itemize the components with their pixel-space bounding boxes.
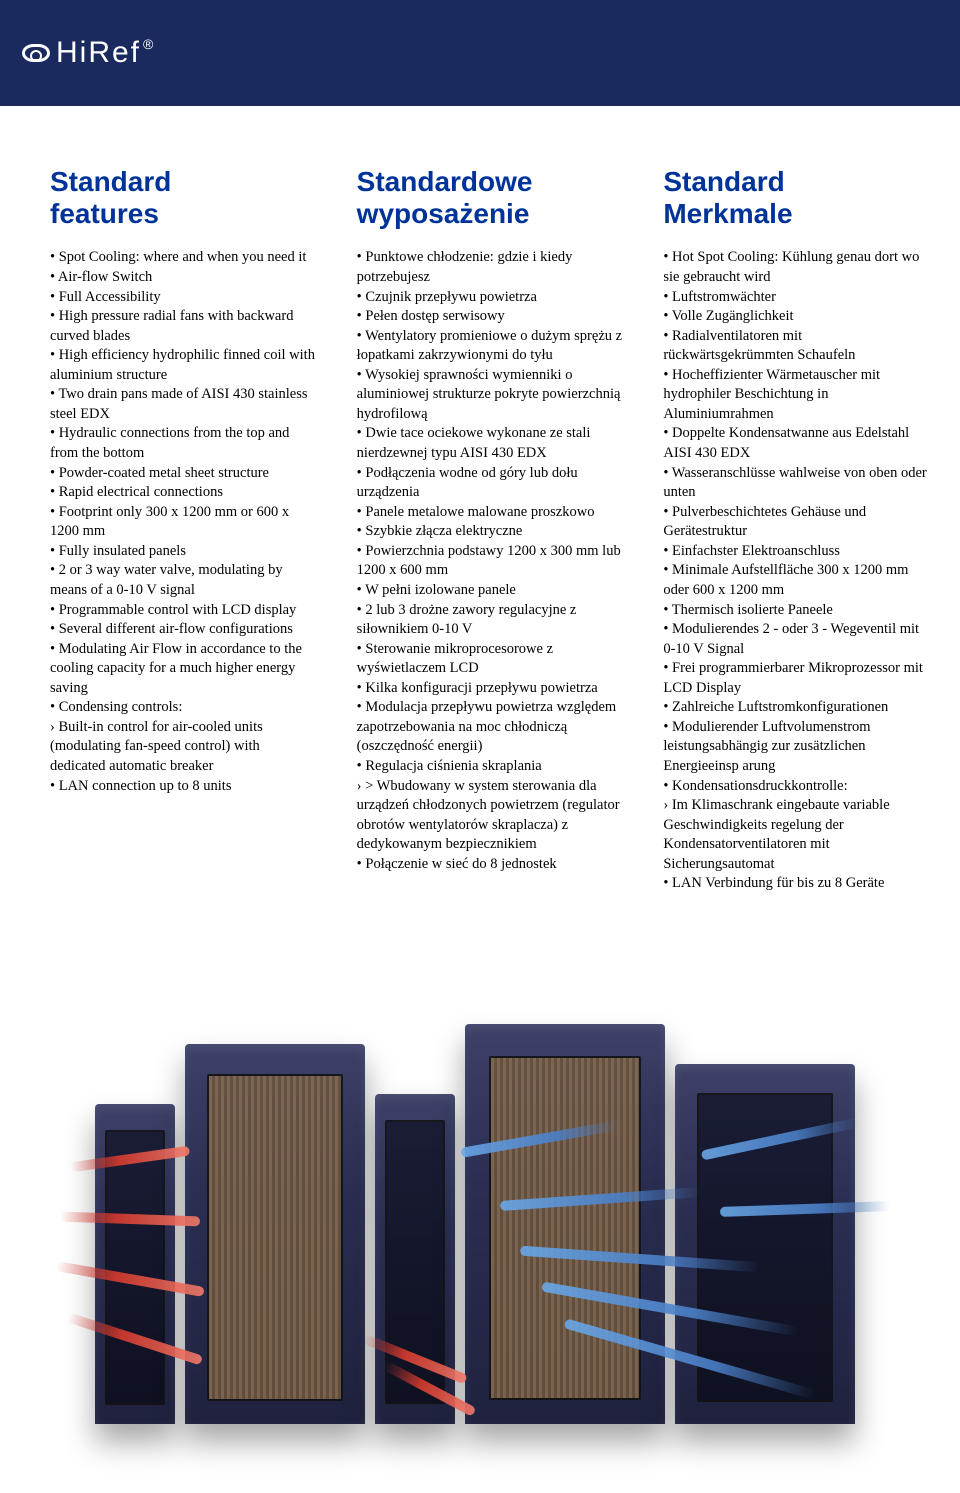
bullet-item: Hocheffizienter Wärmetauscher mit hydrop… (663, 366, 930, 425)
bullet-item: Regulacja ciśnienia skraplania (357, 757, 624, 777)
bullet-item: Sterowanie mikroprocesorowe z wyświetlac… (357, 640, 624, 679)
bullet-subitem: Im Klimaschrank eingebaute variable Gesc… (663, 796, 930, 874)
bullet-item: Frei programmierbarer Mikroprozessor mit… (663, 659, 930, 698)
bullet-item: Several different air-flow configuration… (50, 620, 317, 640)
bullet-item: Modulating Air Flow in accordance to the… (50, 640, 317, 699)
bullet-item: Powierzchnia podstawy 1200 x 300 mm lub … (357, 542, 624, 581)
bullet-item: Hydraulic connections from the top and f… (50, 424, 317, 463)
heading-en: Standard features (50, 166, 317, 230)
bullet-item: Condensing controls: (50, 698, 317, 718)
bullet-item: LAN Verbindung für bis zu 8 Geräte (663, 874, 930, 894)
bullets-en: Spot Cooling: where and when you need it… (50, 248, 317, 796)
bullet-item: Minimale Aufstellfläche 300 x 1200 mm od… (663, 561, 930, 600)
bullet-item: Modulierender Luftvolumenstrom leistungs… (663, 718, 930, 777)
bullet-item: 2 lub 3 drożne zawory regulacyjne z siło… (357, 601, 624, 640)
bullet-item: Zahlreiche Luftstromkonfigurationen (663, 698, 930, 718)
bullet-item: Podłączenia wodne od góry lub dołu urząd… (357, 464, 624, 503)
bullet-item: Wysokiej sprawności wymienniki o alumini… (357, 366, 624, 425)
column-de: Standard Merkmale Hot Spot Cooling: Kühl… (663, 166, 930, 894)
bullet-item: Kondensationsdruckkontrolle: (663, 777, 930, 797)
heading-de-line2: Merkmale (663, 198, 792, 229)
column-en: Standard features Spot Cooling: where an… (50, 166, 317, 894)
product-illustration (0, 944, 960, 1464)
bullet-item: Wasseranschlüsse wahlweise von oben oder… (663, 464, 930, 503)
column-pl: Standardowe wyposażenie Punktowe chłodze… (357, 166, 624, 894)
brand-name: HiRef (56, 36, 141, 69)
bullet-item: Footprint only 300 x 1200 mm or 600 x 12… (50, 503, 317, 542)
brand-logo: HiRef® (22, 36, 155, 70)
bullet-item: Pełen dostęp serwisowy (357, 307, 624, 327)
bullet-item: Fully insulated panels (50, 542, 317, 562)
bullet-item: Luftstromwächter (663, 288, 930, 308)
bullet-item: Punktowe chłodzenie: gdzie i kiedy potrz… (357, 248, 624, 287)
bullet-item: Szybkie złącza elektryczne (357, 522, 624, 542)
bullet-item: Wentylatory promieniowe o dużym sprężu z… (357, 327, 624, 366)
bullet-item: Rapid electrical connections (50, 483, 317, 503)
bullet-item: High efficiency hydrophilic finned coil … (50, 346, 317, 385)
rack-unit-2 (185, 1044, 365, 1424)
bullet-item: Modulierendes 2 - oder 3 - Wegeventil mi… (663, 620, 930, 659)
bullet-item: Full Accessibility (50, 288, 317, 308)
bullet-item: Połączenie w sieć do 8 jednostek (357, 855, 624, 875)
bullet-item: 2 or 3 way water valve, modulating by me… (50, 561, 317, 600)
bullet-item: Programmable control with LCD display (50, 601, 317, 621)
bullet-item: Kilka konfiguracji przepływu powietrza (357, 679, 624, 699)
bullet-item: Radialventilatoren mit rückwärtsgekrümmt… (663, 327, 930, 366)
brand-logo-text: HiRef® (56, 36, 155, 70)
bullet-item: Two drain pans made of AISI 430 stainles… (50, 385, 317, 424)
heading-en-line1: Standard (50, 166, 171, 197)
bullet-item: Volle Zugänglichkeit (663, 307, 930, 327)
heading-de-line1: Standard (663, 166, 784, 197)
bullet-item: Doppelte Kondensatwanne aus Edelstahl AI… (663, 424, 930, 463)
heading-en-line2: features (50, 198, 159, 229)
bullet-item: W pełni izolowane panele (357, 581, 624, 601)
bullet-item: Panele metalowe malowane proszkowo (357, 503, 624, 523)
bullet-item: LAN connection up to 8 units (50, 777, 317, 797)
bullets-de: Hot Spot Cooling: Kühlung genau dort wo … (663, 248, 930, 894)
bullet-item: Czujnik przepływu powietrza (357, 288, 624, 308)
rack-unit-4 (465, 1024, 665, 1424)
bullet-item: Spot Cooling: where and when you need it (50, 248, 317, 268)
bullet-item: Dwie tace ociekowe wykonane ze stali nie… (357, 424, 624, 463)
heading-pl: Standardowe wyposażenie (357, 166, 624, 230)
bullet-item: Pulverbeschichtetes Gehäuse und Gerätest… (663, 503, 930, 542)
bullet-subitem: Built-in control for air-cooled units (m… (50, 718, 317, 777)
bullets-pl: Punktowe chłodzenie: gdzie i kiedy potrz… (357, 248, 624, 874)
bullet-item: Powder-coated metal sheet structure (50, 464, 317, 484)
bullet-item: Hot Spot Cooling: Kühlung genau dort wo … (663, 248, 930, 287)
bullet-item: Modulacja przepływu powietrza względem z… (357, 698, 624, 757)
content-columns: Standard features Spot Cooling: where an… (0, 106, 960, 894)
bullet-item: Air-flow Switch (50, 268, 317, 288)
heading-pl-line2: wyposażenie (357, 198, 530, 229)
heading-de: Standard Merkmale (663, 166, 930, 230)
brand-logo-mark (22, 44, 50, 62)
header-bar: HiRef® (0, 0, 960, 106)
rack-unit-5 (675, 1064, 855, 1424)
heading-pl-line1: Standardowe (357, 166, 533, 197)
bullet-item: Einfachster Elektroanschluss (663, 542, 930, 562)
bullet-subitem: > Wbudowany w system sterowania dla urzą… (357, 777, 624, 855)
bullet-item: High pressure radial fans with backward … (50, 307, 317, 346)
bullet-item: Thermisch isolierte Paneele (663, 601, 930, 621)
